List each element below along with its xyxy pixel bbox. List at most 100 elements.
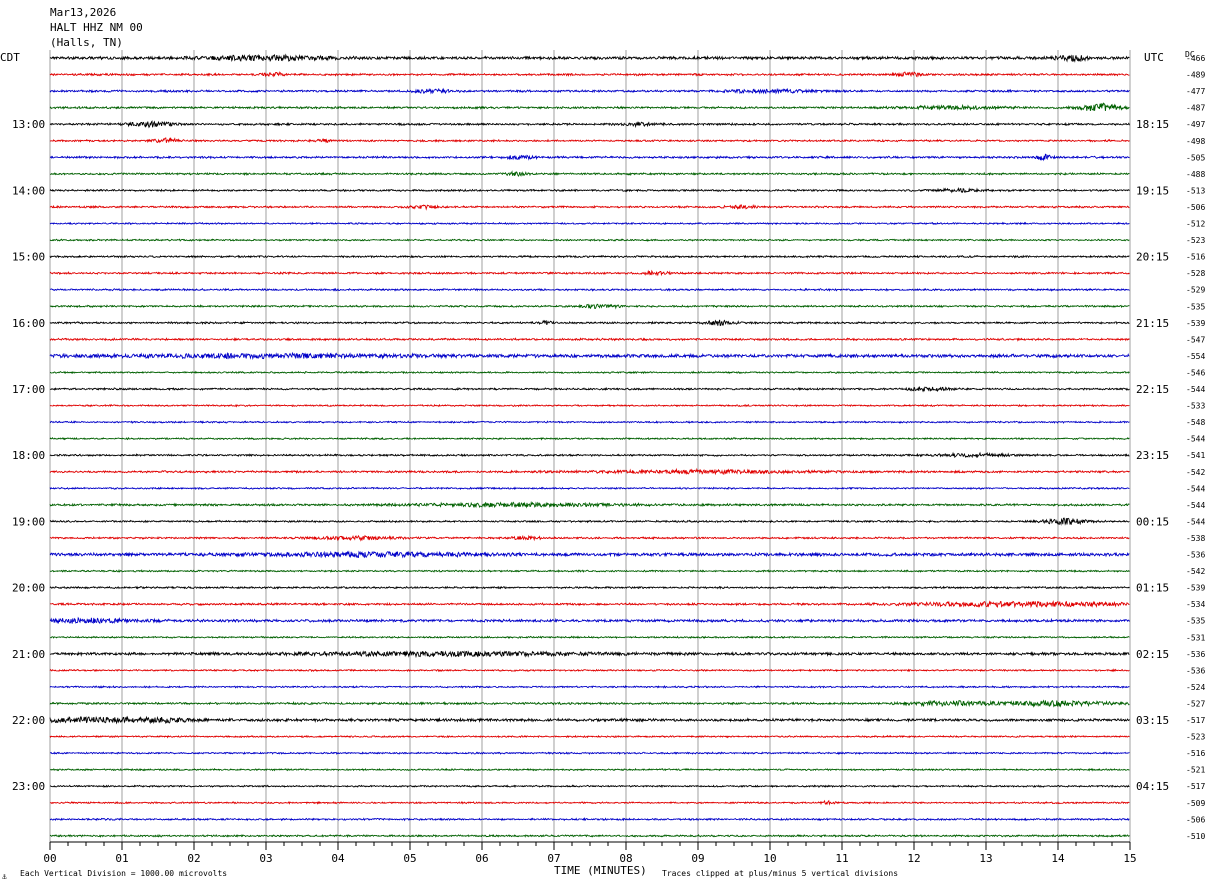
x-tick-label: 06 [475, 852, 488, 865]
trace-32 [49, 585, 1130, 590]
trace-25 [49, 467, 1130, 476]
trace-42 [49, 751, 1130, 756]
dc-offset-label: -554 [1186, 352, 1205, 361]
trace-29 [49, 534, 1130, 542]
trace-10 [49, 221, 1130, 226]
dc-offset-label: -521 [1186, 766, 1205, 775]
dc-offset-label: -541 [1186, 451, 1205, 460]
dc-offset-label: -527 [1186, 699, 1205, 708]
x-tick-label: 15 [1123, 852, 1136, 865]
x-axis: 00 01 02 03 04 05 06 07 08 09 10 11 12 13 14 15 [43, 841, 1137, 865]
trace-17 [49, 337, 1130, 342]
x-tick-label: 14 [1051, 852, 1065, 865]
dc-offset-label: -517 [1186, 782, 1205, 791]
trace-20 [49, 385, 1130, 393]
dc-offset-label: -498 [1186, 137, 1205, 146]
dc-offset-label: -509 [1186, 799, 1205, 808]
dc-offset-label: -510 [1186, 832, 1205, 841]
dc-offset-labels: -466 -489 -477 -487 -497 -498 -505 -488 -513 -506… [1186, 54, 1205, 841]
trace-43 [49, 767, 1130, 772]
trace-2 [49, 87, 1130, 95]
dc-offset-label: -535 [1186, 302, 1205, 311]
left-hour-label: 22:00 [12, 714, 45, 727]
dc-offset-label: -487 [1186, 104, 1205, 113]
x-tick-label: 04 [331, 852, 345, 865]
dc-offset-label: -497 [1186, 120, 1205, 129]
x-tick-label: 11 [835, 852, 848, 865]
dc-offset-label: -536 [1186, 650, 1205, 659]
x-tick-label: 00 [43, 852, 56, 865]
x-tick-label: 03 [259, 852, 272, 865]
trace-3 [49, 102, 1130, 112]
left-hour-label: 21:00 [12, 648, 45, 661]
left-hour-label: 14:00 [12, 184, 45, 197]
header-station: HALT HHZ NM 00 [50, 21, 143, 34]
dc-offset-label: -536 [1186, 551, 1205, 560]
dc-offset-label: -548 [1186, 418, 1205, 427]
dc-offset-label: -536 [1186, 666, 1205, 675]
dc-offset-label: -516 [1186, 253, 1205, 262]
left-hour-label: 13:00 [12, 118, 45, 131]
dc-offset-label: -517 [1186, 716, 1205, 725]
trace-7 [49, 170, 1130, 177]
dc-offset-label: -547 [1186, 335, 1205, 344]
x-axis-title: TIME (MINUTES) [554, 864, 647, 877]
dc-offset-label: -506 [1186, 203, 1205, 212]
right-hour-label: 18:15 [1136, 118, 1169, 131]
trace-26 [49, 486, 1130, 491]
trace-33 [49, 600, 1130, 609]
x-tick-label: 09 [691, 852, 704, 865]
trace-44 [49, 784, 1130, 789]
dc-offset-label: -539 [1186, 584, 1205, 593]
scale-note: Each Vertical Division = 1000.00 microvo… [20, 869, 227, 878]
dc-offset-label: -523 [1186, 733, 1205, 742]
dc-offset-label: -544 [1186, 484, 1205, 493]
right-hour-label: 23:15 [1136, 449, 1169, 462]
dc-offset-label: -466 [1186, 54, 1205, 63]
trace-5 [49, 137, 1130, 144]
trace-46 [49, 817, 1130, 822]
minute-gridlines [49, 50, 1131, 844]
right-hour-label: 22:15 [1136, 383, 1169, 396]
trace-9 [49, 204, 1130, 211]
trace-15 [49, 303, 1130, 310]
x-tick-label: 01 [115, 852, 128, 865]
dc-offset-label: -528 [1186, 269, 1205, 278]
left-hour-label: 17:00 [12, 383, 45, 396]
dc-offset-label: -524 [1186, 683, 1205, 692]
x-tick-label: 02 [187, 852, 200, 865]
x-tick-label: 13 [979, 852, 992, 865]
right-axis-label: UTC [1144, 51, 1164, 64]
dc-label: DC [1185, 50, 1195, 59]
dc-offset-label: -513 [1186, 186, 1205, 195]
trace-0 [49, 53, 1130, 63]
trace-22 [49, 420, 1130, 424]
x-tick-label: 07 [547, 852, 560, 865]
right-hour-label: 00:15 [1136, 515, 1169, 528]
trace-14 [49, 287, 1130, 292]
dc-offset-label: -506 [1186, 815, 1205, 824]
dc-offset-label: -505 [1186, 153, 1205, 162]
right-hour-label: 01:15 [1136, 582, 1169, 595]
trace-39 [49, 699, 1130, 708]
dc-offset-label: -544 [1186, 385, 1205, 394]
x-tick-label: 05 [403, 852, 416, 865]
dc-offset-label: -534 [1186, 600, 1205, 609]
trace-24 [49, 451, 1130, 459]
trace-1 [49, 71, 1130, 78]
header-location: (Halls, TN) [50, 36, 123, 49]
left-hour-labels: 13:00 14:00 15:00 16:00 17:00 18:00 19:00 20:00… [12, 118, 45, 793]
trace-19 [49, 370, 1130, 375]
trace-8 [49, 186, 1130, 194]
right-hour-label: 20:15 [1136, 251, 1169, 264]
trace-11 [49, 238, 1130, 242]
trace-27 [49, 500, 1130, 509]
dc-offset-label: -516 [1186, 749, 1205, 758]
dc-offset-label: -538 [1186, 534, 1205, 543]
trace-37 [49, 668, 1130, 673]
trace-30 [49, 550, 1130, 559]
trace-28 [49, 517, 1130, 526]
right-hour-label: 02:15 [1136, 648, 1169, 661]
anchor-icon: ⚓ [2, 872, 7, 881]
